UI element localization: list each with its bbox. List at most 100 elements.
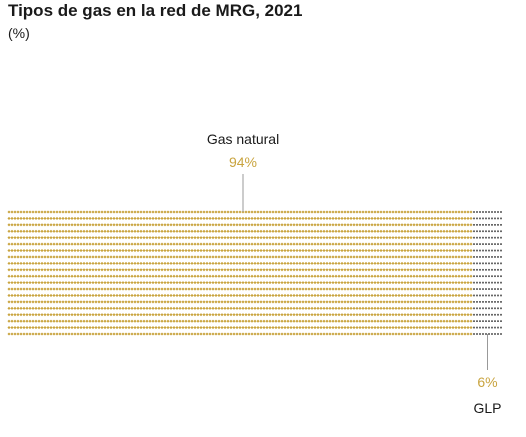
waffle-dot <box>352 274 356 278</box>
waffle-dot <box>190 313 194 317</box>
waffle-dot <box>208 261 212 265</box>
waffle-dot <box>25 268 29 272</box>
waffle-dot <box>346 216 350 220</box>
waffle-dot <box>265 261 269 265</box>
waffle-dot <box>364 210 368 214</box>
waffle-dot <box>145 293 149 298</box>
waffle-dot <box>364 300 368 304</box>
waffle-dot <box>43 293 47 298</box>
waffle-dot <box>304 332 308 336</box>
waffle-dot <box>16 300 20 304</box>
waffle-dot <box>488 294 490 297</box>
waffle-dot <box>445 242 449 246</box>
waffle-dot <box>376 255 380 259</box>
waffle-dot <box>112 287 116 291</box>
waffle-dot <box>316 268 320 272</box>
waffle-dot <box>268 210 272 214</box>
waffle-dot <box>394 319 398 323</box>
waffle-dot <box>64 300 68 304</box>
waffle-dot <box>364 242 368 246</box>
waffle-dot <box>130 236 134 240</box>
waffle-dot <box>16 274 20 278</box>
waffle-dot <box>61 293 65 298</box>
waffle-dot <box>265 287 269 291</box>
waffle-dot <box>301 242 305 246</box>
waffle-dot <box>70 255 74 259</box>
waffle-dot <box>214 255 218 259</box>
waffle-dot <box>226 313 230 317</box>
waffle-dot <box>479 211 481 213</box>
waffle-dot <box>64 268 68 272</box>
waffle-dot <box>211 293 215 298</box>
waffle-dot <box>31 261 35 265</box>
waffle-dot <box>229 274 233 278</box>
waffle-dot <box>479 313 481 316</box>
waffle-dot <box>280 268 284 272</box>
waffle-dot <box>310 223 314 227</box>
waffle-dot <box>106 229 110 233</box>
waffle-dot <box>109 281 113 285</box>
waffle-dot <box>244 281 248 285</box>
waffle-dot <box>7 281 11 285</box>
waffle-dot <box>485 281 487 284</box>
waffle-dot <box>130 210 134 214</box>
waffle-dot <box>340 248 344 253</box>
waffle-dot <box>196 210 200 214</box>
waffle-dot <box>172 287 176 291</box>
waffle-dot <box>403 223 407 227</box>
waffle-dot <box>244 319 248 323</box>
waffle-dot <box>463 274 467 278</box>
waffle-dot <box>448 300 452 304</box>
waffle-dot <box>352 229 356 233</box>
waffle-dot <box>7 274 11 278</box>
waffle-dot <box>427 306 431 310</box>
waffle-dot <box>94 216 98 220</box>
waffle-dot <box>262 229 266 233</box>
waffle-dot <box>319 210 323 214</box>
waffle-dot <box>133 313 137 317</box>
waffle-dot <box>220 326 224 330</box>
waffle-dot <box>73 223 77 227</box>
waffle-dot <box>424 306 428 310</box>
waffle-dot <box>58 306 62 310</box>
waffle-dot <box>97 216 101 220</box>
waffle-dot <box>34 242 38 246</box>
waffle-dot <box>382 306 386 310</box>
waffle-dot <box>352 300 356 304</box>
waffle-dot <box>469 229 473 233</box>
waffle-dot <box>58 281 62 285</box>
waffle-dot <box>163 300 167 304</box>
waffle-dot <box>115 268 119 272</box>
waffle-dot <box>172 216 176 220</box>
waffle-dot <box>367 300 371 304</box>
waffle-dot <box>418 229 422 233</box>
waffle-dot <box>473 294 475 297</box>
waffle-dot <box>491 294 493 297</box>
waffle-dot <box>130 248 134 253</box>
waffle-dot <box>157 274 161 278</box>
waffle-dot <box>343 216 347 220</box>
waffle-dot <box>253 281 257 285</box>
waffle-dot <box>328 216 332 220</box>
waffle-dot <box>190 281 194 285</box>
waffle-dot <box>187 261 191 265</box>
waffle-dot <box>439 326 443 330</box>
waffle-dot <box>169 268 173 272</box>
waffle-dot <box>73 210 77 214</box>
waffle-dot <box>115 255 119 259</box>
waffle-dot <box>223 306 227 310</box>
waffle-dot <box>355 268 359 272</box>
waffle-dot <box>100 293 104 298</box>
waffle-dot <box>88 248 92 253</box>
waffle-dot <box>160 261 164 265</box>
waffle-dot <box>262 326 266 330</box>
waffle-dot <box>349 255 353 259</box>
waffle-dot <box>343 306 347 310</box>
waffle-dot <box>118 210 122 214</box>
waffle-dot <box>364 319 368 323</box>
waffle-dot <box>406 293 410 298</box>
waffle-dot <box>58 313 62 317</box>
waffle-dot <box>139 210 143 214</box>
waffle-dot <box>289 242 293 246</box>
waffle-dot <box>337 261 341 265</box>
